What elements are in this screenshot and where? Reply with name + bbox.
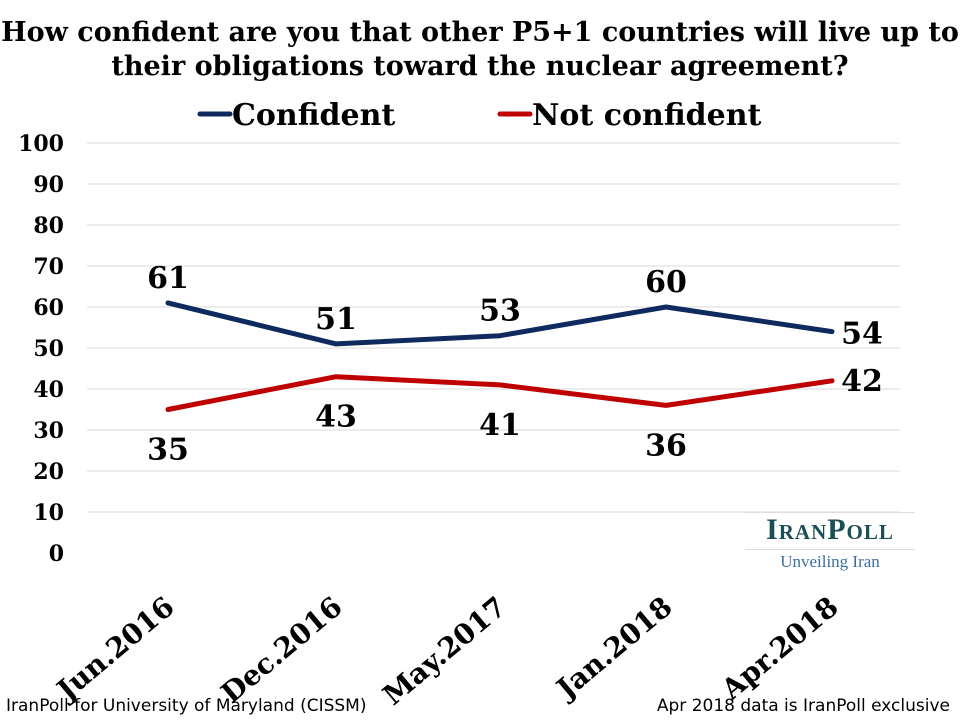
y-tick-label: 90	[33, 172, 64, 198]
logo-brand: IranPoll	[745, 512, 915, 550]
x-tick-label: Dec.2016	[215, 590, 349, 710]
chart-title: How confident are you that other P5+1 co…	[1, 17, 959, 82]
y-tick-label: 60	[33, 295, 64, 321]
data-label: 54	[841, 317, 883, 352]
logo-tagline: Unveiling Iran	[780, 552, 880, 571]
data-label: 51	[315, 302, 357, 337]
data-label: 42	[841, 364, 883, 399]
y-tick-label: 10	[33, 500, 64, 526]
data-label: 41	[479, 408, 521, 443]
data-label: 61	[147, 261, 189, 296]
data-label: 53	[479, 294, 521, 329]
series-line-confident	[165, 300, 835, 347]
data-label: 43	[315, 400, 357, 435]
y-tick-label: 70	[33, 254, 64, 280]
y-tick-label: 0	[49, 541, 64, 567]
y-tick-label: 100	[18, 131, 64, 157]
series-line-not-confident	[165, 374, 835, 412]
y-tick-label: 20	[33, 459, 64, 485]
exclusive-note: Apr 2018 data is IranPoll exclusive	[656, 696, 950, 716]
x-tick-label: Jun.2016	[48, 590, 180, 708]
legend-label: Confident	[232, 98, 395, 133]
x-tick-label: Jan.2018	[548, 590, 678, 707]
x-tick-label: Apr.2018	[714, 590, 844, 707]
data-label: 60	[645, 265, 687, 300]
iranpoll-logo: IranPoll Unveiling Iran	[745, 512, 915, 572]
y-tick-label: 30	[33, 418, 64, 444]
data-label: 35	[147, 433, 189, 468]
x-tick-label: May.2017	[376, 590, 512, 712]
y-tick-label: 50	[33, 336, 64, 362]
y-tick-label: 80	[33, 213, 64, 239]
legend-label: Not confident	[532, 98, 762, 133]
source-note: IranPoll for University of Maryland (CIS…	[6, 696, 367, 716]
data-label: 36	[645, 428, 687, 463]
y-tick-label: 40	[33, 377, 64, 403]
